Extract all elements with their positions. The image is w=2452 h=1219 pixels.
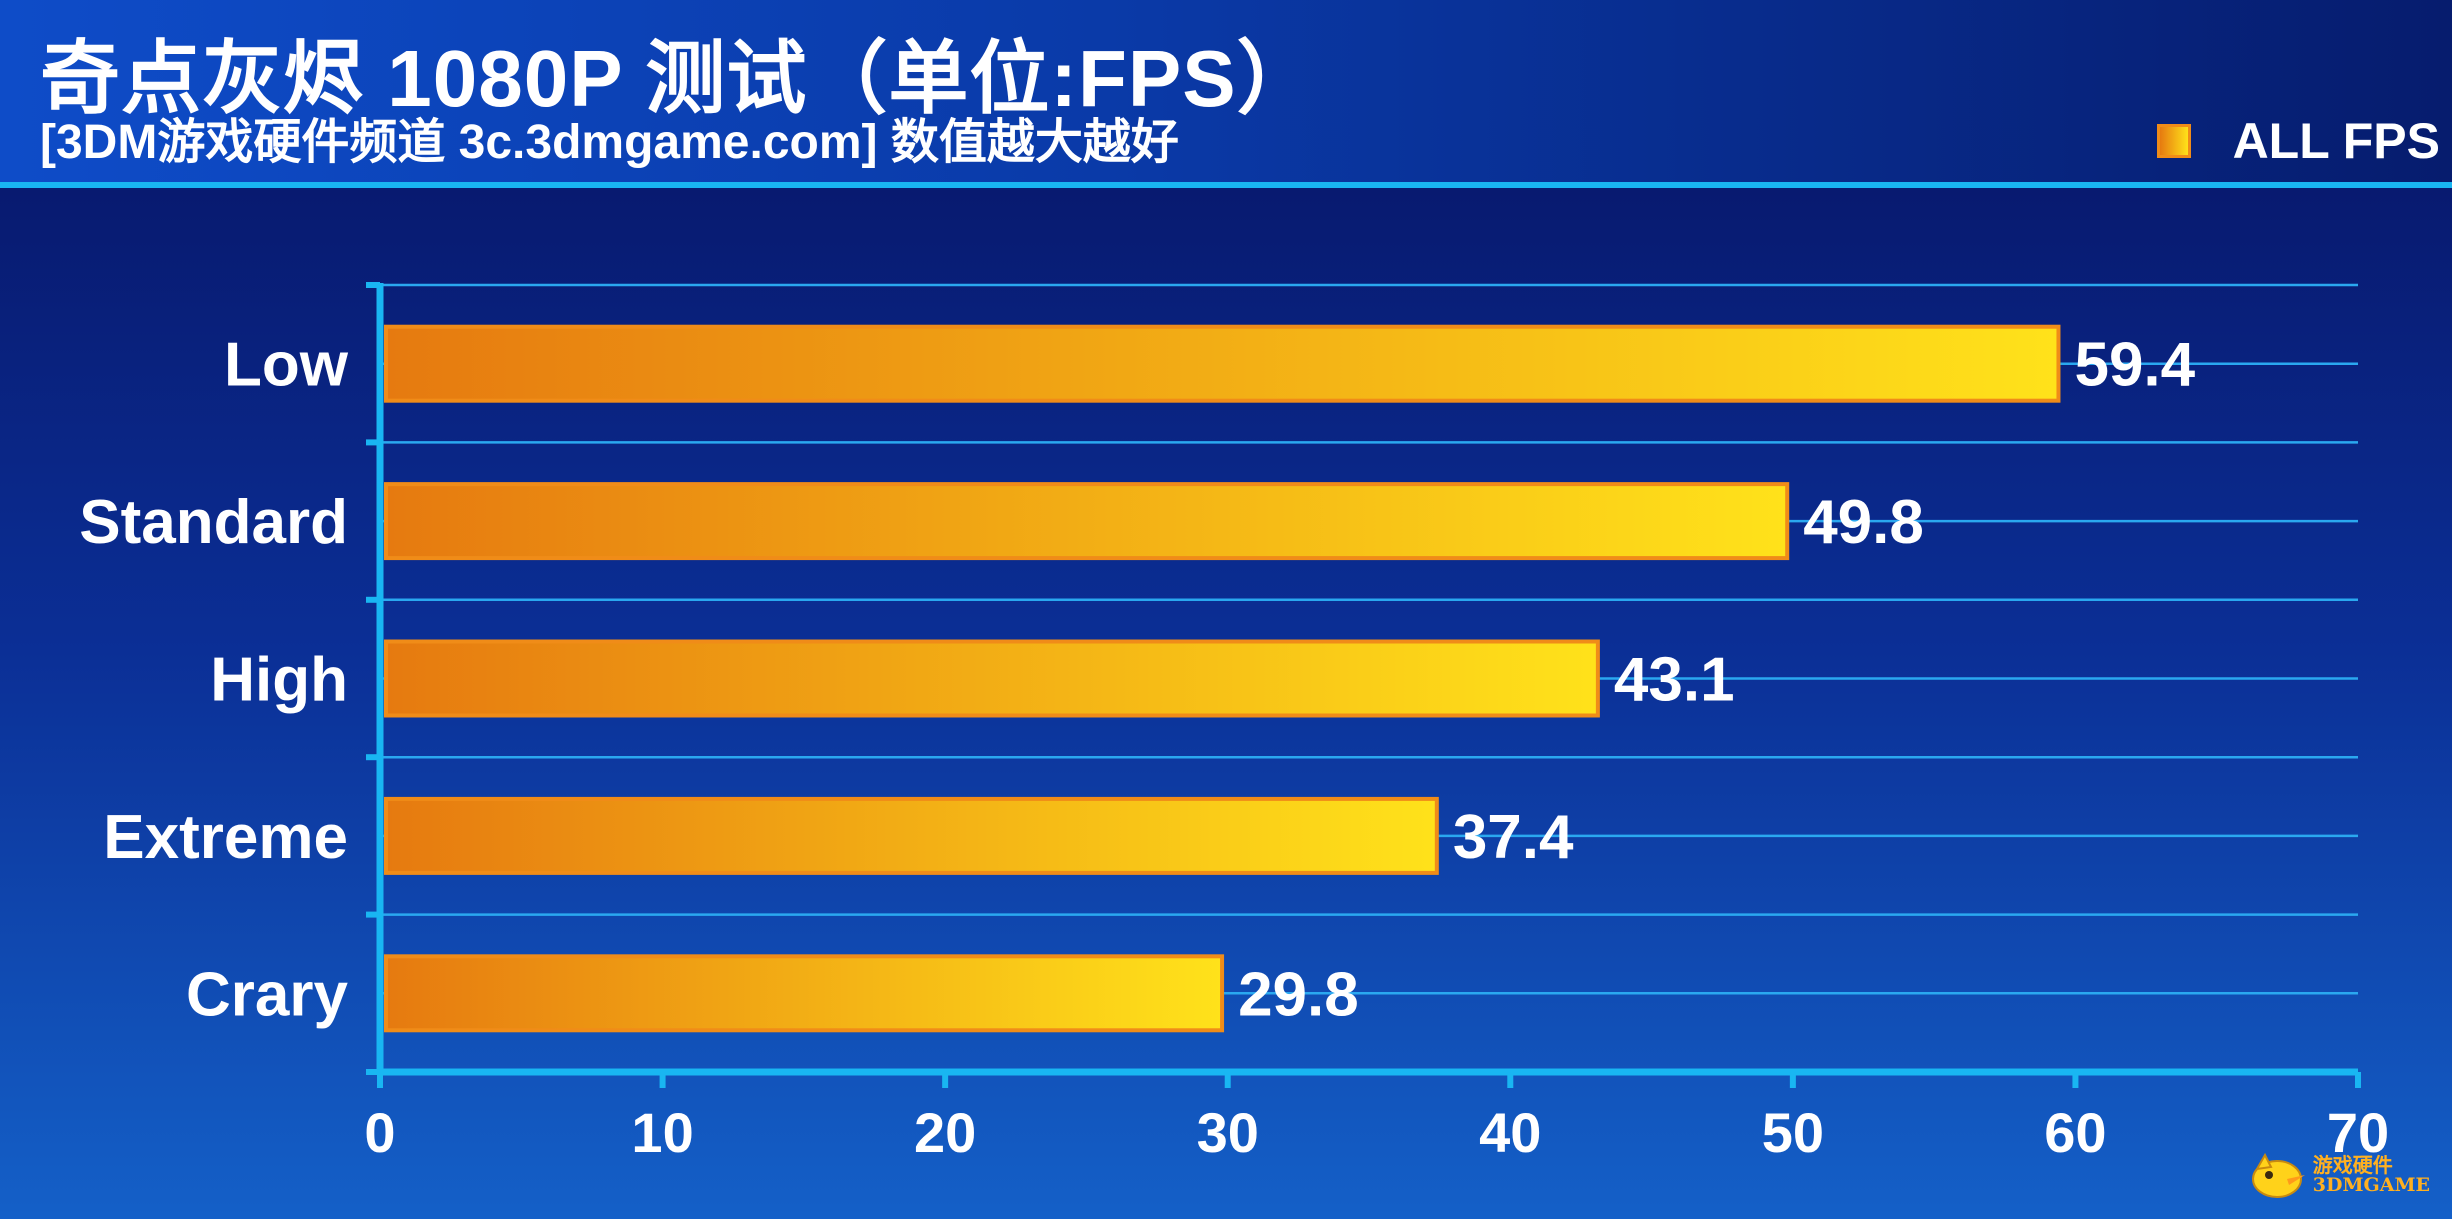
category-label: Low — [224, 331, 349, 400]
legend-swatch-icon — [2156, 124, 2191, 158]
bars — [384, 324, 2061, 1033]
watermark-line1: 游戏硬件 — [2312, 1154, 2393, 1177]
watermark: 游戏硬件 3DMGAME — [2243, 1145, 2430, 1205]
bar-low — [384, 324, 2061, 403]
labels: Low Standard High Extreme Crary 59.4 49.8 43.1 3… — [79, 331, 2389, 1164]
data-label: 49.8 — [1803, 488, 1924, 557]
chart-header: 奇点灰烬 1080P 测试（单位:FPS） [3DM游戏硬件频道 3c.3dmg… — [0, 0, 2452, 182]
bar-crary — [384, 954, 1225, 1033]
data-label: 37.4 — [1453, 803, 1574, 872]
watermark-line2: 3DMGAME — [2312, 1173, 2430, 1196]
header-divider — [0, 182, 2452, 188]
category-label: Extreme — [103, 803, 348, 872]
x-tick-label: 70 — [2327, 1101, 2389, 1164]
data-label: 43.1 — [1614, 646, 1735, 715]
mascot-icon — [2251, 1152, 2305, 1198]
chart-subtitle: [3DM游戏硬件频道 3c.3dmgame.com] 数值越大越好 — [40, 116, 1179, 169]
category-label: High — [210, 646, 348, 715]
x-tick-label: 30 — [1197, 1101, 1259, 1164]
legend: ALL FPS — [2156, 112, 2440, 170]
x-tick-label: 0 — [364, 1101, 395, 1164]
data-label: 59.4 — [2074, 331, 2195, 400]
legend-label: ALL FPS — [2232, 113, 2440, 169]
category-label: Standard — [79, 488, 348, 557]
category-label: Crary — [186, 960, 349, 1029]
x-tick-label: 40 — [1479, 1101, 1541, 1164]
x-tick-label: 20 — [914, 1101, 976, 1164]
chart-title: 奇点灰烬 1080P 测试（单位:FPS） — [40, 34, 1318, 123]
data-label: 29.8 — [1238, 960, 1359, 1029]
x-tick-label: 10 — [631, 1101, 693, 1164]
bar-standard — [384, 482, 1790, 561]
axes — [366, 282, 2361, 1088]
x-tick-label: 60 — [2044, 1101, 2106, 1164]
bar-high — [384, 639, 1600, 718]
bar-extreme — [384, 796, 1439, 875]
x-tick-label: 50 — [1762, 1101, 1824, 1164]
